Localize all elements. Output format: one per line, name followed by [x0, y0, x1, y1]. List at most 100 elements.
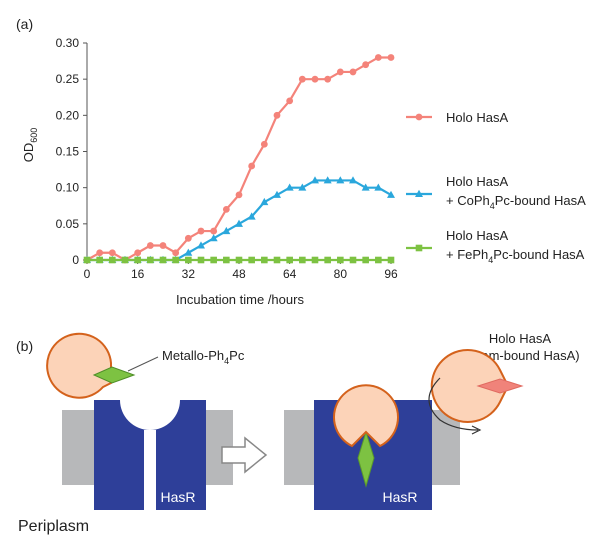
legend-swatch-marker [415, 189, 423, 197]
data-point-holo-hasa [197, 227, 205, 235]
y-tick-label: 0.25 [56, 72, 80, 86]
data-point-feph4pc [324, 256, 331, 264]
y-tick-label: 0.10 [56, 181, 80, 195]
data-point-coph4pc [323, 176, 332, 184]
data-point-feph4pc [337, 256, 344, 264]
data-point-feph4pc [223, 256, 230, 264]
series-feph4pc [83, 256, 395, 264]
data-point-feph4pc [121, 256, 129, 264]
data-point-holo-hasa [336, 68, 344, 76]
data-point-feph4pc [235, 256, 243, 264]
data-point-feph4pc [248, 256, 255, 264]
data-point-feph4pc [109, 256, 116, 264]
data-point-feph4pc [197, 256, 205, 264]
periplasm-label: Periplasm [18, 518, 89, 535]
data-point-holo-hasa [108, 249, 116, 257]
data-point-feph4pc [185, 256, 192, 264]
y-tick-label: 0.05 [56, 217, 80, 231]
data-point-holo-hasa [210, 227, 218, 235]
data-point-coph4pc [222, 226, 231, 235]
data-point-holo-hasa [172, 249, 180, 257]
x-tick-label: 48 [232, 267, 246, 281]
data-point-feph4pc [286, 256, 293, 264]
legend-label-line2: + FePh4Pc-bound HasA [446, 247, 585, 265]
data-point-coph4pc [387, 190, 395, 198]
membrane-left-1 [62, 410, 94, 485]
data-point-feph4pc [299, 256, 306, 264]
data-point-coph4pc [247, 212, 256, 220]
legend-label-line2: + CoPh4Pc-bound HasA [446, 193, 586, 211]
hasr-right-half-1 [150, 400, 206, 510]
data-point-coph4pc [349, 176, 357, 184]
hasr-channel-1 [144, 430, 156, 510]
data-point-feph4pc [134, 256, 141, 264]
legend-entry-coph4pc: Holo HasA + CoPh4Pc-bound HasA [406, 174, 586, 211]
hasr-left-half-1 [94, 400, 150, 510]
hasa-docked [333, 384, 399, 448]
data-point-holo-hasa [248, 162, 256, 170]
data-point-holo-hasa [362, 61, 370, 69]
x-tick-label: 96 [384, 267, 398, 281]
data-point-holo-hasa [184, 234, 192, 242]
data-point-holo-hasa [374, 54, 382, 61]
data-point-holo-hasa [222, 205, 230, 213]
data-point-feph4pc [96, 256, 103, 264]
metallo-in-receptor [357, 430, 375, 488]
panel-b-label: (b) [16, 338, 33, 354]
data-point-feph4pc [83, 256, 91, 264]
legend-label: Holo HasA [446, 174, 508, 189]
legend-label: Holo HasA [446, 228, 508, 243]
metallo-leader-line [127, 356, 159, 372]
data-point-feph4pc [210, 256, 217, 264]
membrane-left-2 [284, 410, 314, 485]
y-ticks: 0 0.05 0.10 0.15 0.20 0.25 0.30 [56, 36, 87, 267]
y-axis-label: OD600 [21, 128, 39, 163]
data-point-holo-hasa [324, 75, 332, 83]
svg-text:OD600: OD600 [21, 128, 39, 163]
data-point-coph4pc [184, 248, 193, 256]
data-point-coph4pc [311, 176, 319, 184]
data-point-holo-hasa [146, 242, 154, 249]
hasr-label-right: HasR [382, 489, 417, 505]
x-tick-label: 0 [84, 267, 91, 281]
data-point-feph4pc [261, 256, 268, 264]
x-tick-label: 16 [131, 267, 145, 281]
series-layer [83, 54, 395, 264]
heme-icon [476, 378, 524, 394]
x-tick-label: 32 [182, 267, 196, 281]
data-point-coph4pc [298, 183, 307, 191]
data-point-feph4pc [311, 256, 319, 264]
data-point-coph4pc [197, 241, 205, 249]
plot-area: 0 0.05 0.10 0.15 0.20 0.25 0.30 0 16 32 48 64 80 96 [56, 36, 398, 281]
holo-title-line1: Holo HasA [489, 331, 551, 346]
data-point-coph4pc [235, 219, 243, 227]
data-point-feph4pc [147, 256, 154, 264]
hasr-label-left: HasR [160, 489, 195, 505]
hasa-holo [430, 349, 510, 423]
data-point-holo-hasa [387, 54, 395, 61]
y-tick-label: 0.20 [56, 108, 80, 122]
series-line-holo-hasa [86, 56, 391, 262]
data-point-feph4pc [273, 256, 281, 264]
data-point-holo-hasa [159, 242, 167, 249]
legend-label: Holo HasA [446, 110, 508, 125]
data-point-coph4pc [374, 183, 383, 191]
y-tick-label: 0.30 [56, 36, 80, 50]
legend-swatch-marker [415, 113, 423, 121]
data-point-holo-hasa [96, 249, 104, 257]
data-point-coph4pc [361, 183, 370, 191]
x-tick-label: 64 [283, 267, 297, 281]
data-point-holo-hasa [349, 68, 357, 76]
data-point-coph4pc [285, 183, 294, 191]
data-point-feph4pc [387, 256, 395, 264]
data-point-holo-hasa [286, 97, 294, 105]
data-point-holo-hasa [260, 140, 268, 148]
legend-swatch-marker [415, 244, 423, 252]
metallo-ph4pc-icon [92, 366, 136, 384]
data-point-feph4pc [172, 256, 179, 264]
x-tick-label: 80 [334, 267, 348, 281]
data-point-holo-hasa [273, 111, 281, 119]
data-point-holo-hasa [311, 75, 319, 83]
